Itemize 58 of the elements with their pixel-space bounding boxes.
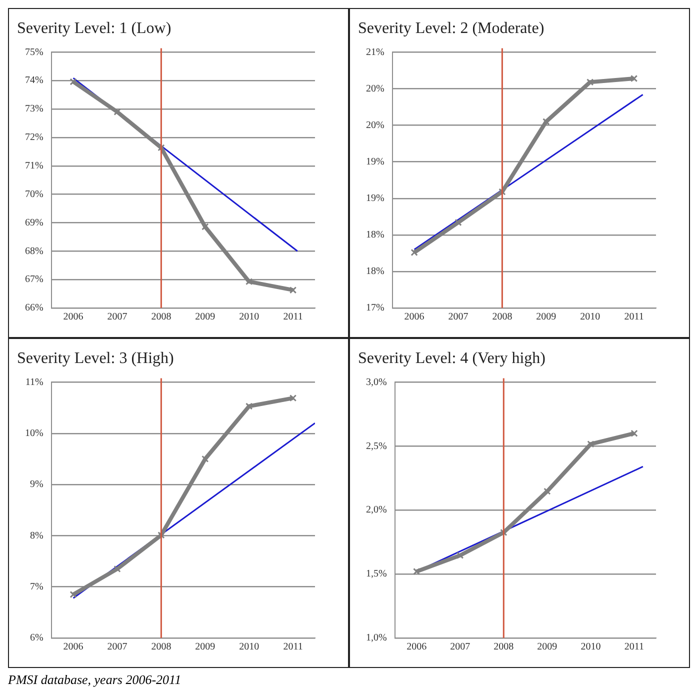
x-tick-label: 2006 [63, 642, 84, 653]
x-tick-label: 2011 [283, 312, 303, 323]
x-tick-label: 2007 [107, 642, 128, 653]
y-tick-label: 71% [24, 160, 44, 172]
x-tick-label: 2006 [404, 312, 424, 323]
x-tick-label: 2009 [195, 642, 216, 653]
x-tick-label: 2010 [239, 312, 260, 323]
y-tick-label: 73% [24, 104, 44, 115]
x-tick-label: 2007 [450, 642, 470, 653]
x-tick-label: 2011 [283, 642, 303, 653]
y-tick-label: 18% [366, 266, 384, 278]
y-tick-label: 6% [30, 632, 44, 644]
y-tick-label: 2,0% [366, 504, 387, 516]
y-tick-label: 17% [366, 302, 384, 314]
y-tick-label: 20% [366, 83, 384, 94]
y-tick-label: 20% [366, 120, 384, 131]
text: PMSI database, years 2006-2011 [8, 672, 182, 688]
y-tick-label: 70% [24, 188, 44, 200]
y-tick-label: 2,5% [366, 440, 387, 452]
x-tick-label: 2008 [494, 642, 514, 653]
x-tick-label: 2010 [580, 312, 600, 323]
x-tick-label: 2011 [624, 312, 644, 323]
y-tick-label: 68% [24, 246, 44, 257]
y-tick-label: 66% [24, 302, 44, 314]
y-tick-label: 7% [30, 581, 44, 592]
x-tick-label: 2006 [406, 642, 427, 653]
x-tick-label: 2010 [580, 642, 601, 653]
y-tick-label: 1,5% [366, 568, 387, 580]
y-tick-label: 19% [366, 156, 384, 168]
x-tick-label: 2006 [63, 312, 84, 323]
y-tick-label: 75% [24, 46, 44, 58]
x-tick-label: 2007 [107, 312, 128, 323]
chart-title: Severity Level: 2 (Moderate) [358, 20, 544, 37]
y-tick-label: 8% [30, 530, 44, 542]
y-tick-label: 9% [30, 479, 44, 490]
y-tick-label: 67% [24, 274, 44, 286]
y-tick-label: 21% [366, 46, 384, 58]
x-tick-label: 2010 [239, 642, 260, 653]
x-tick-label: 2008 [151, 312, 172, 323]
x-tick-label: 2008 [151, 642, 172, 653]
y-tick-label: 1,0% [366, 632, 387, 644]
y-tick-label: 10% [24, 428, 44, 439]
y-tick-label: 3,0% [366, 376, 387, 388]
chart-title: Severity Level: 1 (Low) [17, 20, 172, 37]
y-tick-label: 74% [24, 75, 44, 86]
y-tick-label: 72% [24, 132, 44, 144]
x-tick-label: 2011 [624, 642, 644, 653]
x-tick-label: 2009 [195, 312, 216, 323]
x-tick-label: 2007 [448, 312, 468, 323]
x-tick-label: 2009 [536, 312, 556, 323]
chart-title: Severity Level: 3 (High) [17, 350, 174, 367]
y-tick-label: 19% [366, 192, 384, 204]
y-tick-label: 11% [25, 376, 44, 388]
y-tick-label: 18% [366, 230, 384, 241]
y-tick-label: 69% [24, 217, 44, 228]
chart-title: Severity Level: 4 (Very high) [358, 350, 546, 367]
x-tick-label: 2009 [537, 642, 558, 653]
x-tick-label: 2008 [492, 312, 512, 323]
